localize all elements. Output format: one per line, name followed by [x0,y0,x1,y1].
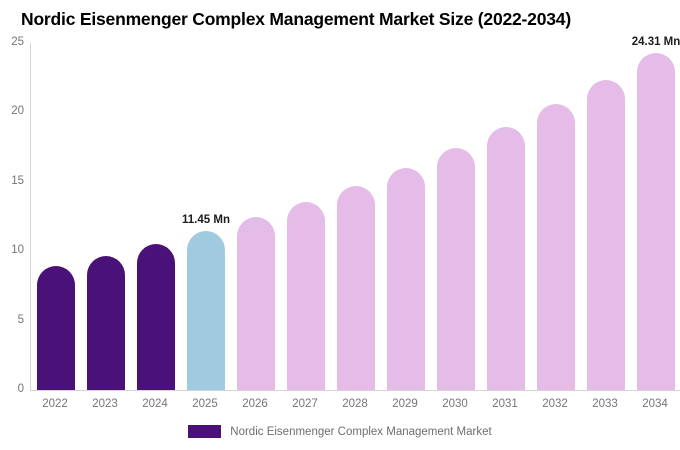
x-axis-label-2033: 2033 [592,398,618,410]
bar-slot-2031 [481,43,531,390]
chart-title: Nordic Eisenmenger Complex Management Ma… [21,9,571,29]
y-tick-label-10: 10 [11,244,24,257]
legend-swatch [188,425,222,438]
x-axis-label-2034: 2034 [642,398,668,410]
y-tick-label-0: 0 [17,383,24,395]
bar-2027 [287,202,325,390]
x-axis-label-2027: 2027 [292,398,318,410]
x-axis-label-2025: 2025 [192,398,218,410]
x-axis-labels: 2022 2023 2024 2025 2026 2027 2028 2029 2030 2031… [30,398,680,410]
bar-2031 [487,127,525,390]
data-label-2025: 11.45 Mn [182,214,230,226]
x-axis-label-2024: 2024 [142,398,168,410]
bar-slot-2022 [31,43,81,390]
bar-2029 [387,168,425,390]
bar-slot-2026 [231,43,281,390]
bar-slot-2024 [131,43,181,390]
y-tick-label-20: 20 [11,105,24,118]
bar-slot-2025: 11.45 Mn [181,43,231,390]
bar-2024 [137,244,175,390]
legend-label: Nordic Eisenmenger Complex Management Ma… [230,425,492,438]
legend-item[interactable]: Nordic Eisenmenger Complex Management Ma… [0,425,680,438]
x-axis-label-2022: 2022 [42,398,68,410]
y-tick-label-15: 15 [11,174,24,187]
bar-slot-2033 [581,43,631,390]
y-tick-label-5: 5 [17,313,24,326]
x-axis-label-2032: 2032 [542,398,568,410]
bar-slot-2030 [431,43,481,390]
data-label-2034: 24.31 Mn [631,36,680,48]
bars-row: 11.45 Mn 24.31 Mn [31,36,680,390]
x-axis-label-2029: 2029 [392,398,418,410]
y-tick-label-25: 25 [11,36,24,48]
x-axis-label-2030: 2030 [442,398,468,410]
plot-area: 11.45 Mn 24.31 Mn [30,36,680,391]
bar-2030 [437,148,475,390]
bar-slot-2023 [81,43,131,390]
bar-slot-2028 [331,43,381,390]
x-axis-label-2028: 2028 [342,398,368,410]
bar-slot-2027 [281,43,331,390]
bar-2026 [237,217,275,390]
x-axis-label-2031: 2031 [492,398,518,410]
bar-2028 [337,186,375,390]
bar-slot-2034: 24.31 Mn [631,36,680,390]
bar-2032 [537,104,575,390]
bar-slot-2032 [531,43,581,390]
bar-slot-2029 [381,43,431,390]
x-axis-label-2023: 2023 [92,398,118,410]
bar-2033 [587,80,625,390]
x-axis-label-2026: 2026 [242,398,268,410]
bar-2025 [187,231,225,390]
bar-2022 [37,266,75,390]
bar-2023 [87,256,125,390]
bar-2034 [637,53,675,390]
